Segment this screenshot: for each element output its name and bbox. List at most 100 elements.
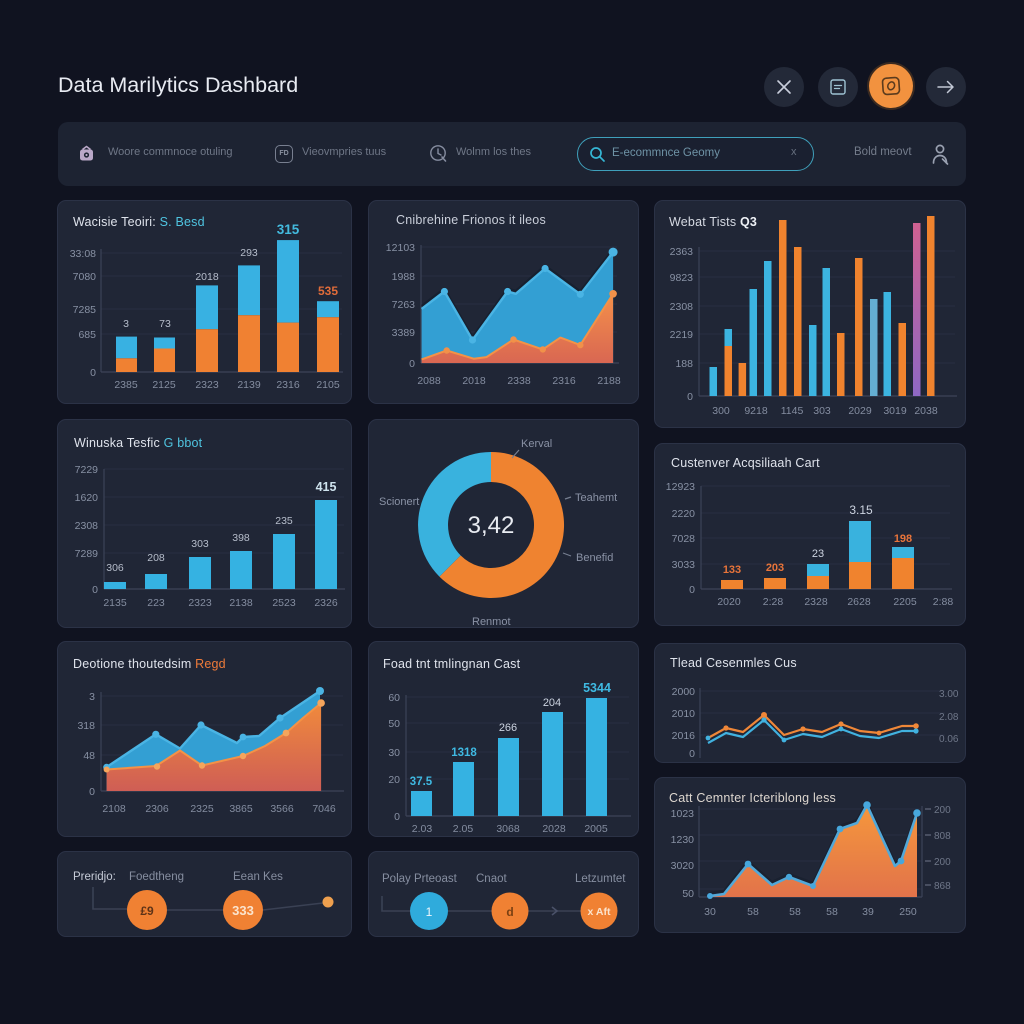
svg-text:73: 73: [159, 318, 171, 330]
svg-text:2326: 2326: [314, 597, 338, 609]
svg-text:0.06: 0.06: [939, 734, 959, 745]
svg-text:303: 303: [191, 538, 209, 550]
svg-text:3566: 3566: [270, 803, 294, 815]
svg-text:2308: 2308: [670, 301, 694, 313]
svg-text:Teahemt: Teahemt: [575, 492, 617, 504]
svg-text:2020: 2020: [717, 596, 741, 608]
svg-text:2523: 2523: [272, 597, 296, 609]
svg-text:2135: 2135: [103, 597, 127, 609]
svg-text:318: 318: [77, 720, 95, 732]
svg-text:48: 48: [83, 750, 95, 762]
svg-text:204: 204: [543, 697, 561, 709]
svg-text:2005: 2005: [584, 823, 608, 835]
svg-text:0: 0: [409, 358, 415, 370]
svg-text:535: 535: [318, 284, 338, 298]
svg-text:133: 133: [723, 564, 741, 576]
svg-text:0: 0: [89, 786, 95, 798]
svg-text:58: 58: [789, 906, 801, 918]
svg-text:266: 266: [499, 722, 517, 734]
svg-text:2308: 2308: [75, 520, 99, 532]
svg-text:2010: 2010: [672, 708, 696, 720]
svg-text:200: 200: [934, 857, 951, 868]
svg-text:Letzumtet: Letzumtet: [575, 873, 626, 885]
svg-text:398: 398: [232, 532, 250, 544]
svg-text:x Aft: x Aft: [588, 906, 611, 918]
svg-text:60: 60: [388, 692, 400, 704]
svg-text:33:08: 33:08: [70, 248, 96, 260]
svg-text:£9: £9: [140, 904, 154, 918]
svg-text:2628: 2628: [847, 596, 871, 608]
svg-text:0: 0: [394, 811, 400, 823]
svg-text:23: 23: [812, 548, 824, 560]
svg-text:223: 223: [147, 597, 165, 609]
svg-text:235: 235: [275, 515, 293, 527]
svg-text:198: 198: [894, 533, 912, 545]
svg-text:58: 58: [747, 906, 759, 918]
svg-text:9823: 9823: [670, 272, 694, 284]
svg-text:0: 0: [90, 367, 96, 379]
svg-text:2205: 2205: [893, 596, 917, 608]
svg-text:2328: 2328: [804, 596, 828, 608]
svg-text:50: 50: [388, 718, 400, 730]
svg-text:1145: 1145: [781, 405, 804, 417]
svg-text:203: 203: [766, 562, 784, 574]
svg-text:Polay Prteoast: Polay Prteoast: [382, 873, 458, 885]
svg-text:2088: 2088: [417, 375, 441, 387]
svg-text:306: 306: [106, 562, 124, 574]
svg-text:0: 0: [689, 748, 695, 760]
svg-text:0: 0: [687, 391, 693, 403]
svg-text:2125: 2125: [152, 379, 176, 391]
svg-text:2338: 2338: [507, 375, 531, 387]
svg-text:808: 808: [934, 831, 951, 842]
svg-text:d: d: [506, 905, 513, 919]
svg-text:Renmot: Renmot: [472, 616, 511, 627]
svg-text:39: 39: [862, 906, 874, 918]
svg-text:188: 188: [675, 358, 693, 370]
svg-text:37.5: 37.5: [410, 776, 433, 788]
svg-text:1: 1: [426, 905, 433, 919]
svg-text:2138: 2138: [229, 597, 253, 609]
svg-text:7263: 7263: [392, 299, 416, 311]
svg-text:303: 303: [813, 405, 831, 417]
svg-text:30: 30: [388, 747, 400, 759]
svg-text:0: 0: [92, 584, 98, 596]
svg-text:0: 0: [689, 584, 695, 596]
svg-text:3020: 3020: [671, 860, 695, 872]
svg-text:2.03: 2.03: [412, 823, 433, 835]
svg-text:2016: 2016: [672, 730, 696, 742]
svg-text:7289: 7289: [75, 548, 99, 560]
svg-text:300: 300: [712, 405, 730, 417]
svg-text:2306: 2306: [145, 803, 169, 815]
svg-text:2029: 2029: [848, 405, 872, 417]
svg-text:1230: 1230: [671, 834, 695, 846]
svg-text:2188: 2188: [597, 375, 621, 387]
svg-text:Eean Kes: Eean Kes: [233, 871, 283, 883]
svg-text:12103: 12103: [386, 242, 415, 254]
svg-text:2323: 2323: [195, 379, 219, 391]
svg-text:3068: 3068: [496, 823, 520, 835]
svg-text:2219: 2219: [670, 329, 694, 341]
svg-text:2220: 2220: [672, 508, 696, 520]
svg-text:1318: 1318: [451, 747, 477, 759]
svg-text:3389: 3389: [392, 327, 416, 339]
svg-text:2385: 2385: [114, 379, 138, 391]
svg-text:2139: 2139: [237, 379, 261, 391]
svg-text:2108: 2108: [102, 803, 126, 815]
svg-text:Preridjo:: Preridjo:: [73, 871, 116, 883]
svg-text:7285: 7285: [73, 304, 97, 316]
svg-text:2:88: 2:88: [933, 596, 954, 608]
svg-text:2316: 2316: [276, 379, 300, 391]
svg-text:Scionert: Scionert: [379, 496, 419, 508]
svg-text:250: 250: [899, 906, 917, 918]
svg-text:3033: 3033: [672, 559, 696, 571]
svg-text:3: 3: [89, 691, 95, 703]
svg-text:2:28: 2:28: [763, 596, 784, 608]
svg-text:2.08: 2.08: [939, 712, 959, 723]
svg-text:2323: 2323: [188, 597, 212, 609]
svg-text:2000: 2000: [672, 686, 696, 698]
svg-text:3: 3: [123, 318, 129, 330]
svg-text:7229: 7229: [75, 464, 99, 476]
svg-text:2105: 2105: [316, 379, 340, 391]
svg-text:3.15: 3.15: [849, 503, 873, 517]
svg-text:2316: 2316: [552, 375, 576, 387]
